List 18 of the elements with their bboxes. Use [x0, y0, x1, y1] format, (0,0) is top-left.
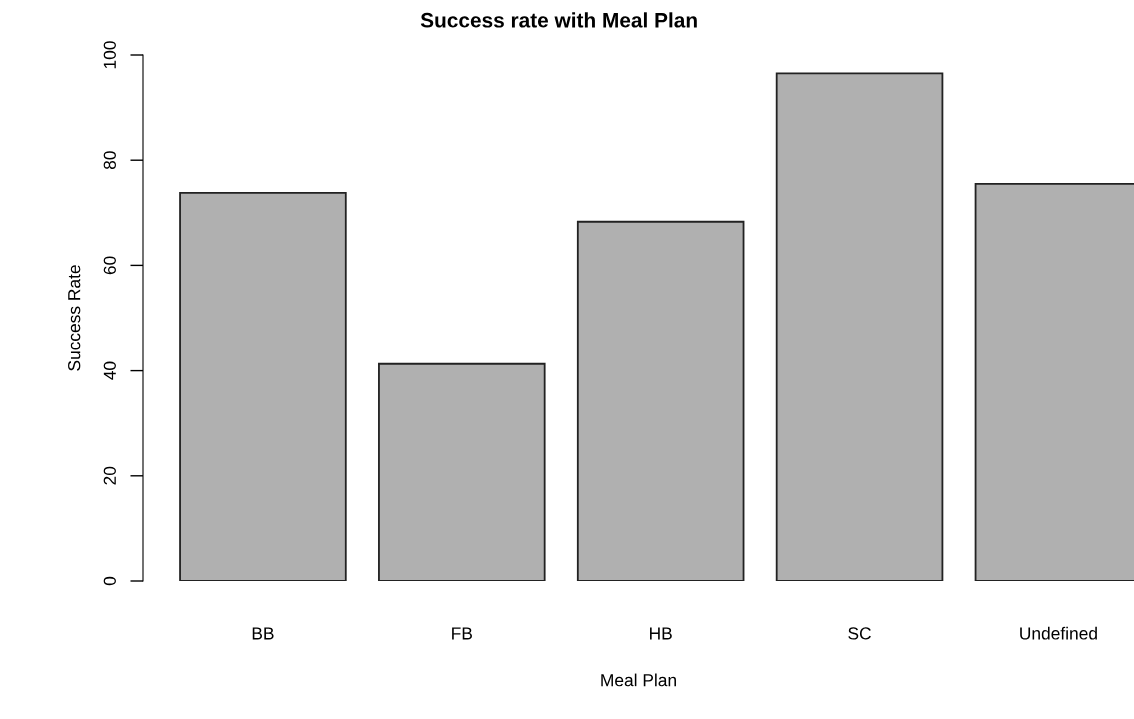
bar	[775, 72, 944, 581]
x-tick-label: HB	[650, 627, 672, 640]
x-tick-label: FB	[452, 627, 472, 640]
x-tick-label: Undefined	[1020, 626, 1097, 640]
y-tick-label: 40	[103, 361, 116, 380]
y-tick-label: 0	[103, 576, 116, 586]
bar	[378, 362, 546, 581]
bar	[179, 191, 347, 581]
y-tick-label: 80	[103, 151, 116, 170]
y-tick-label: 60	[103, 256, 116, 275]
x-tick-label: BB	[252, 627, 274, 640]
y-tick-label: 100	[103, 41, 116, 69]
x-tick-label: SC	[848, 627, 871, 640]
y-axis-title: Success Rate	[68, 265, 81, 371]
chart-title: Success rate with Meal Plan	[420, 12, 697, 28]
x-axis-title: Meal Plan	[601, 673, 676, 687]
bar	[576, 220, 745, 581]
y-tick-label: 20	[103, 466, 116, 485]
